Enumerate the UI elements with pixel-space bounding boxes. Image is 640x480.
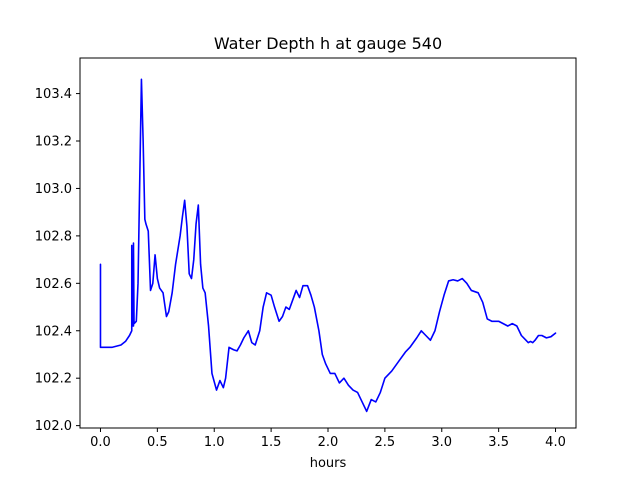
x-tick-label: 1.0 xyxy=(204,435,225,450)
y-tick-label: 102.6 xyxy=(35,277,72,292)
y-tick-label: 102.0 xyxy=(35,419,72,434)
x-tick-label: 3.0 xyxy=(431,435,452,450)
x-tick-label: 2.0 xyxy=(318,435,339,450)
series-line-0 xyxy=(99,78,557,413)
x-axis-label: hours xyxy=(310,456,347,471)
x-tick-label: 0.5 xyxy=(147,435,168,450)
x-tick-label: 3.5 xyxy=(488,435,509,450)
y-tick-label: 102.4 xyxy=(35,324,72,339)
x-tick-label: 4.0 xyxy=(545,435,566,450)
y-tick-label: 103.2 xyxy=(35,135,72,150)
x-tick-label: 0.0 xyxy=(90,435,111,450)
x-tick-label: 2.5 xyxy=(375,435,396,450)
plot-area: 0.0 0.5 1.0 1.5 2.0 2.5 3.0 3.5 4.0 102.0 102.2 102… xyxy=(35,57,577,450)
y-tick-label: 102.2 xyxy=(35,372,72,387)
y-tick-label: 103.4 xyxy=(35,87,72,102)
y-tick-label: 102.8 xyxy=(35,229,72,244)
chart-title: Water Depth h at gauge 540 xyxy=(214,34,442,53)
y-tick-label: 103.0 xyxy=(35,182,72,197)
x-tick-label: 1.5 xyxy=(261,435,282,450)
